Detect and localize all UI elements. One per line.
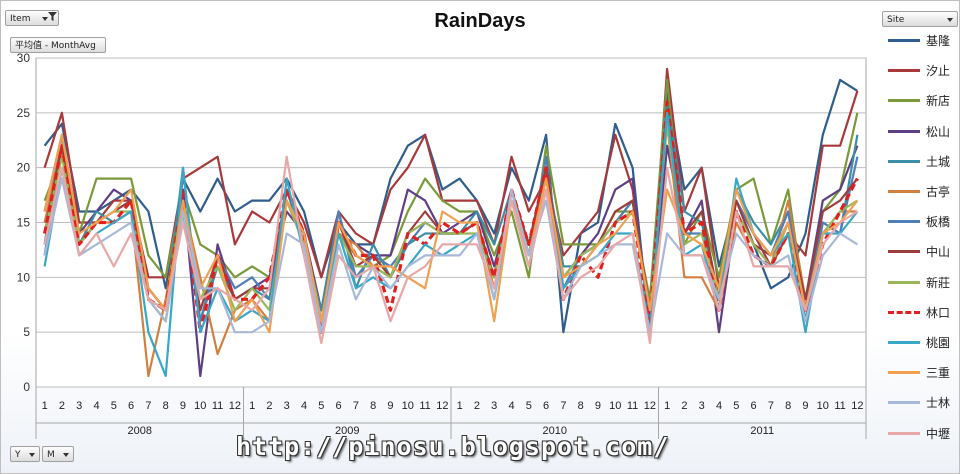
legend-item: 汐止 [868, 60, 960, 80]
legend-swatch [888, 310, 920, 314]
legend-item: 中壢 [868, 423, 960, 443]
legend-label: 新莊 [926, 275, 951, 290]
legend-item: 基隆 [868, 30, 960, 50]
legend-label: 中山 [926, 245, 951, 260]
year-field-button[interactable]: Y [10, 446, 40, 462]
legend-item: 林口 [868, 302, 960, 322]
chart-title: RainDays [434, 10, 526, 32]
month-dropdown-icon [63, 453, 69, 457]
legend-label: 松山 [926, 124, 951, 139]
legend-label: 基隆 [926, 34, 951, 48]
legend-item: 士林 [868, 392, 960, 412]
legend-item: 桃園 [868, 332, 960, 352]
legend-label: 古亭 [926, 185, 951, 199]
legend-item: 松山 [868, 121, 960, 141]
legend-item: 新莊 [868, 272, 960, 292]
legend-label: 土城 [926, 154, 951, 169]
site-dropdown-icon [947, 18, 953, 22]
legend-swatch [888, 220, 920, 224]
legend-label: 汐止 [926, 64, 951, 79]
month-field-button[interactable]: M [42, 446, 74, 462]
legend-swatch [888, 129, 920, 133]
legend-label: 林口 [926, 305, 951, 320]
filter-dropdown-icon [42, 17, 48, 21]
legend-swatch [888, 159, 920, 163]
legend-item: 土城 [868, 151, 960, 171]
filter-funnel-icon [48, 12, 57, 21]
legend-swatch [888, 39, 920, 42]
legend-swatch [888, 431, 920, 435]
year-field-label: Y [15, 450, 21, 460]
legend-item: 中山 [868, 241, 960, 261]
legend-swatch [888, 401, 920, 405]
legend-label: 桃園 [926, 336, 951, 350]
item-filter-label: Item [10, 14, 31, 24]
legend-item: 新店 [868, 90, 960, 110]
value-field-button[interactable]: 平均值 - MonthAvg [10, 37, 106, 53]
legend-item: 板橋 [868, 211, 960, 231]
legend-swatch [888, 341, 920, 344]
item-filter-button[interactable]: Item [5, 10, 59, 26]
legend-label: 中壢 [926, 426, 951, 441]
value-field-label: 平均值 - MonthAvg [15, 41, 96, 51]
year-dropdown-icon [29, 453, 35, 457]
site-filter-button[interactable]: Site [882, 11, 958, 27]
legend-swatch [888, 371, 920, 375]
legend-swatch [888, 250, 920, 254]
month-field-label: M [47, 450, 55, 460]
legend-swatch [888, 190, 920, 193]
legend-swatch [888, 99, 920, 103]
legend-label: 板橋 [926, 215, 951, 230]
legend-item: 古亭 [868, 181, 960, 201]
legend-item: 三重 [868, 362, 960, 382]
legend-label: 三重 [926, 366, 951, 381]
legend-label: 士林 [926, 396, 951, 411]
legend-label: 新店 [926, 94, 951, 109]
legend-swatch [888, 69, 920, 73]
site-filter-label: Site [887, 15, 905, 25]
legend-swatch [888, 280, 920, 284]
watermark-url: http://pinosu.blogspot.com/ [236, 432, 670, 461]
